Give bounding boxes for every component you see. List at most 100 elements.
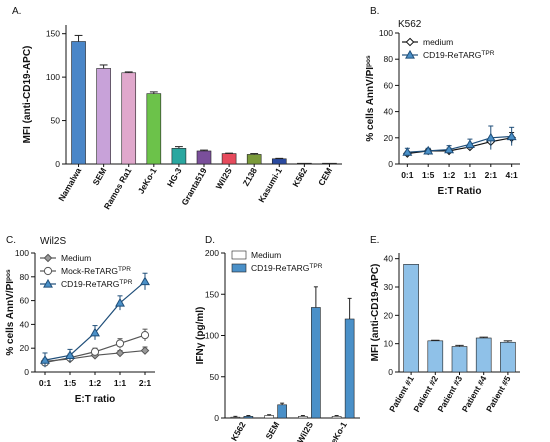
data-point <box>115 297 125 307</box>
x-tick-label-sem: SEM <box>90 166 108 187</box>
x-tick-label-k562: K562 <box>290 166 309 189</box>
series-line <box>407 135 512 153</box>
bar-k562-cd19-retarg <box>243 416 254 419</box>
legend-label: CD19-ReTARGTPR <box>251 263 323 274</box>
y-tick-label: 100 <box>379 28 393 38</box>
y-tick-label: 150 <box>46 29 60 39</box>
legend-swatch <box>231 250 247 260</box>
legend-label-main: Medium <box>61 253 91 263</box>
chart-title: Wil2S <box>40 236 66 247</box>
bar-patient-2 <box>427 340 444 373</box>
data-point <box>464 139 475 148</box>
x-tick-label: 4:1 <box>506 170 519 180</box>
panel-label: E. <box>370 235 379 246</box>
bar-sem <box>96 68 111 165</box>
panel-label: D. <box>205 235 215 246</box>
legend-label: Medium <box>251 250 281 260</box>
x-tick-label-kasumi-1: Kasumi-1 <box>256 166 284 204</box>
bar-k562 <box>297 162 312 165</box>
y-tick-label: 30 <box>384 282 394 292</box>
legend-marker <box>405 37 415 47</box>
bar-wil2s-cd19-retarg <box>311 307 321 419</box>
bar-jeko-1 <box>146 93 162 165</box>
x-tick-label-hg-3: HG-3 <box>165 166 184 189</box>
y-tick-label: 0 <box>388 159 393 169</box>
legend-label-main: CD19-ReTARG <box>423 50 481 60</box>
bar-wil2s-medium <box>298 416 308 419</box>
x-tick-label-z138: Z138 <box>241 166 259 188</box>
panel-label: B. <box>370 6 379 17</box>
x-tick-label-jeko-1: JeKo-1 <box>136 166 159 196</box>
x-tick-label: 1:2 <box>89 378 102 388</box>
bar-sem-cd19-retarg <box>277 404 287 419</box>
legend-swatch <box>231 263 247 273</box>
bar-k562-medium <box>230 416 241 419</box>
y-axis-title: IFNγ (pg/ml) <box>195 307 206 365</box>
y-axis-title-main: % cells AnnV/PI <box>365 67 376 142</box>
x-tick-label: 0:1 <box>401 170 414 180</box>
y-tick-label: 0 <box>24 367 29 377</box>
y-tick-label: 100 <box>15 248 29 258</box>
panel-d: D. 0 50 100 150 200 K562 SEM Wil2S JeKo-1 Medium CD… <box>195 235 360 442</box>
y-tick-label: 40 <box>384 254 394 264</box>
x-tick-label: 2:1 <box>485 170 498 180</box>
bar-patient-5 <box>500 341 516 373</box>
data-point <box>506 131 517 141</box>
y-tick-label: 20 <box>384 310 394 320</box>
legend-label-main: CD19-ReTARG <box>251 263 309 273</box>
legend-label: Mock-ReTARGTPR <box>61 266 131 277</box>
chart-title: K562 <box>398 19 422 30</box>
data-point <box>40 354 50 364</box>
y-tick-label: 10 <box>384 339 394 349</box>
x-tick-label-wil2s: Wil2S <box>214 166 234 191</box>
bar-patient-3 <box>451 346 468 373</box>
legend-label: CD19-ReTARGTPR <box>423 50 495 61</box>
data-point <box>115 348 125 358</box>
data-point <box>65 350 75 359</box>
x-tick-label-jeko-1: JeKo-1 <box>326 420 349 442</box>
legend-marker <box>405 49 415 59</box>
y-tick-label: 60 <box>20 296 30 306</box>
y-axis-title-main: % cells AnnV/PI <box>5 281 16 356</box>
x-axis-title: E:T ratio <box>75 394 116 405</box>
y-tick-label: 50 <box>51 116 61 126</box>
legend-label-main: CD19-ReTARG <box>61 279 119 289</box>
y-axis-title: MFI (anti-CD19-APC) <box>370 264 381 362</box>
legend-label-sup: TPR <box>309 263 322 270</box>
bar-hg-3 <box>171 148 187 165</box>
y-axis-title-sup: pos <box>5 269 12 281</box>
x-tick-label-k562: K562 <box>229 420 248 442</box>
bar-ramos-ra1 <box>121 72 137 165</box>
legend-marker <box>43 253 53 263</box>
y-tick-label: 40 <box>20 319 30 329</box>
y-tick-label: 150 <box>205 289 219 299</box>
x-axis-title: E:T Ratio <box>438 186 482 197</box>
legend-label: medium <box>423 37 453 47</box>
legend-label-main: Medium <box>251 250 281 260</box>
bar-jeko-1-cd19-retarg <box>344 318 355 419</box>
panel-label: C. <box>6 235 16 246</box>
x-tick-label: 1:5 <box>64 378 77 388</box>
data-point <box>485 132 496 142</box>
x-tick-label-namalwa: Namalwa <box>56 166 83 203</box>
y-axis-title: MFI (anti-CD19-APC) <box>22 46 33 144</box>
y-axis-title-sup: pos <box>365 55 372 67</box>
x-tick-label-wil2s: Wil2S <box>295 420 315 442</box>
panel-b: B. K562 0 20 40 60 80 100 0:1 1:5 1:2 1:1 2:1 4:1 medi… <box>365 6 520 197</box>
x-tick-label-cem: CEM <box>316 166 334 187</box>
y-tick-label: 80 <box>384 54 394 64</box>
bar-kasumi-1 <box>271 158 287 165</box>
legend-label-main: medium <box>423 37 453 47</box>
legend-label-main: Mock-ReTARG <box>61 266 118 276</box>
data-point <box>115 339 125 348</box>
legend-marker <box>43 266 53 276</box>
bar-wil2s <box>221 153 237 165</box>
bar-z138 <box>246 154 262 165</box>
y-tick-label: 20 <box>20 343 30 353</box>
legend-marker <box>43 278 53 288</box>
data-point <box>444 144 455 154</box>
y-tick-label: 200 <box>205 248 219 258</box>
